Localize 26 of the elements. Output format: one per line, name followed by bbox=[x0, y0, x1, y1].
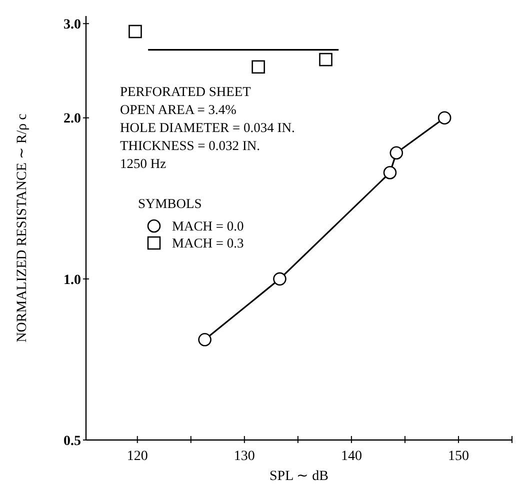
y-tick-label: 3.0 bbox=[64, 18, 81, 33]
x-tick-label: 150 bbox=[448, 449, 469, 464]
annotation: PERFORATED SHEET bbox=[120, 84, 252, 99]
point bbox=[252, 60, 265, 74]
point bbox=[438, 111, 452, 124]
annotation: OPEN AREA = 3.4% bbox=[120, 102, 236, 117]
x-tick-label: 140 bbox=[340, 449, 362, 464]
x-axis-title: SPL ∼ dB bbox=[270, 469, 328, 484]
point bbox=[128, 24, 142, 38]
legend-label: MACH = 0.3 bbox=[172, 236, 244, 251]
legend-title: SYMBOLS bbox=[138, 196, 202, 211]
x-tick-label: 130 bbox=[234, 449, 255, 464]
x-tick-label: 120 bbox=[126, 449, 148, 464]
y-tick-label: 0.5 bbox=[64, 434, 81, 449]
y-axis-title: NORMALIZED RESISTANCE ∼ R/ρ c bbox=[15, 114, 30, 342]
point bbox=[319, 52, 332, 66]
y-tick-label: 1.0 bbox=[64, 272, 81, 288]
y-tick-label: 2.0 bbox=[64, 112, 81, 127]
legend-label: MACH = 0.0 bbox=[172, 218, 244, 234]
point bbox=[390, 146, 404, 160]
annotation: THICKNESS = 0.032 IN. bbox=[120, 138, 260, 153]
point bbox=[273, 272, 286, 286]
point bbox=[198, 333, 212, 346]
annotation: HOLE DIAMETER = 0.034 IN. bbox=[120, 120, 295, 135]
annotation: 1250 Hz bbox=[120, 156, 166, 171]
point bbox=[383, 166, 397, 180]
